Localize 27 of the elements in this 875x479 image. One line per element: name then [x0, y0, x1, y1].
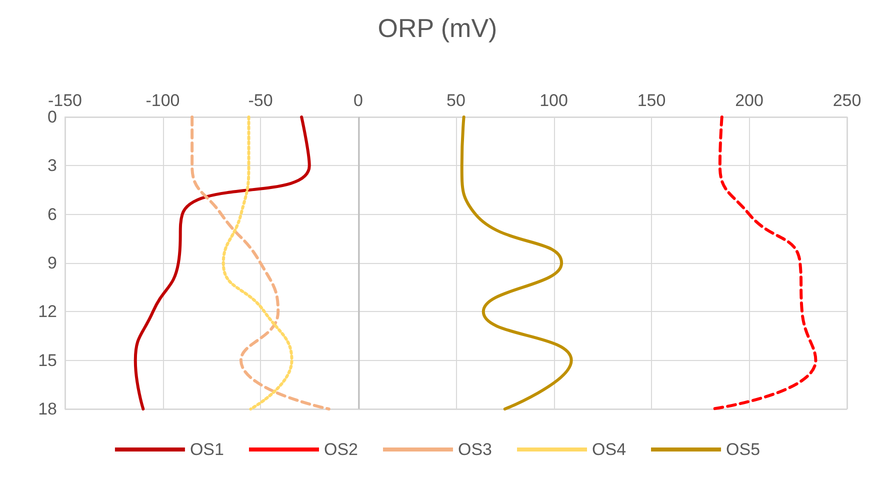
y-tick-label: 9 — [48, 254, 57, 272]
x-tick-label: 150 — [637, 91, 666, 110]
y-tick-label: 15 — [38, 350, 57, 370]
legend-label: OS5 — [726, 440, 760, 459]
line-series — [460, 116, 573, 410]
x-tick-label: -100 — [146, 91, 180, 110]
x-tick-label: 250 — [832, 91, 862, 110]
legend-label: OS4 — [592, 440, 626, 459]
legend-label: OS1 — [190, 440, 224, 459]
y-tick-label: 6 — [48, 204, 57, 224]
line-series — [222, 116, 294, 410]
y-tick-label: 18 — [38, 400, 57, 418]
x-tick-label: 50 — [446, 91, 466, 110]
x-tick-label: 200 — [735, 91, 764, 110]
x-tick-label: 100 — [540, 91, 568, 110]
x-tick-label: -150 — [48, 91, 82, 110]
y-tick-label: 0 — [48, 108, 57, 126]
y-tick-label: 3 — [48, 156, 57, 176]
line-series — [190, 116, 330, 410]
line-series — [134, 116, 311, 410]
legend-label: OS2 — [324, 440, 358, 459]
x-tick-label: 0 — [354, 91, 363, 110]
legend-label: OS3 — [458, 440, 492, 459]
line-series — [710, 116, 818, 410]
chart-title: ORP (mV) — [378, 13, 498, 43]
x-tick-label: -50 — [248, 91, 273, 110]
y-tick-label: 12 — [38, 302, 57, 322]
